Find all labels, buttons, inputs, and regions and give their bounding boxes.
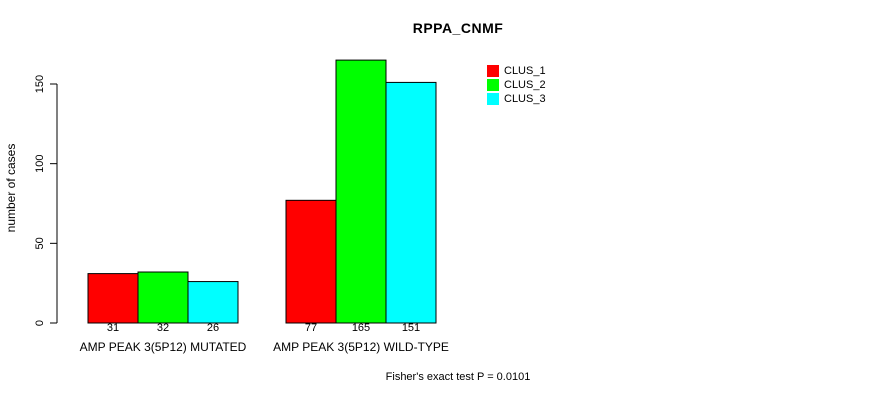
bar-value-label: 26 — [207, 322, 219, 334]
legend: CLUS_1 CLUS_2 CLUS_3 — [487, 64, 546, 106]
bar-clus_1-group2 — [285, 199, 337, 324]
legend-swatch-icon — [487, 79, 499, 91]
y-tick-label: 100 — [34, 154, 46, 172]
legend-swatch-icon — [487, 93, 499, 105]
bar-value-label: 151 — [402, 322, 420, 334]
y-axis: 0 50 100 150 — [34, 75, 58, 326]
legend-label: CLUS_3 — [504, 93, 546, 105]
bar-value-label: 77 — [305, 322, 317, 334]
bar-value-label: 32 — [157, 322, 169, 334]
bar-clus_1-group1 — [87, 273, 139, 324]
category-label: AMP PEAK 3(5P12) WILD-TYPE — [273, 340, 449, 354]
axis-labels: 31 32 26 AMP PEAK 3(5P12) MUTATED 77 165 151 AM… — [80, 322, 449, 354]
y-tick-label: 50 — [34, 237, 46, 249]
legend-item: CLUS_2 — [487, 78, 546, 92]
bars — [87, 59, 437, 324]
stat-test-note: Fisher's exact test P = 0.0101 — [385, 371, 531, 383]
chart-title: RPPA_CNMF — [412, 20, 504, 36]
bar-clus_3-group2 — [385, 81, 437, 324]
bar-value-label: 31 — [107, 322, 119, 334]
category-label: AMP PEAK 3(5P12) MUTATED — [80, 340, 247, 354]
bar-clus_3-group1 — [187, 281, 239, 324]
legend-item: CLUS_1 — [487, 64, 546, 78]
legend-label: CLUS_2 — [504, 79, 546, 91]
bar-value-label: 165 — [352, 322, 370, 334]
legend-label: CLUS_1 — [504, 65, 546, 77]
y-tick-label: 0 — [34, 320, 46, 326]
bar-clus_2-group1 — [137, 271, 189, 324]
legend-item: CLUS_3 — [487, 92, 546, 106]
y-tick-label: 150 — [34, 75, 46, 93]
bar-clus_2-group2 — [335, 59, 387, 324]
y-axis-title: number of cases — [4, 144, 18, 233]
legend-swatch-icon — [487, 65, 499, 77]
